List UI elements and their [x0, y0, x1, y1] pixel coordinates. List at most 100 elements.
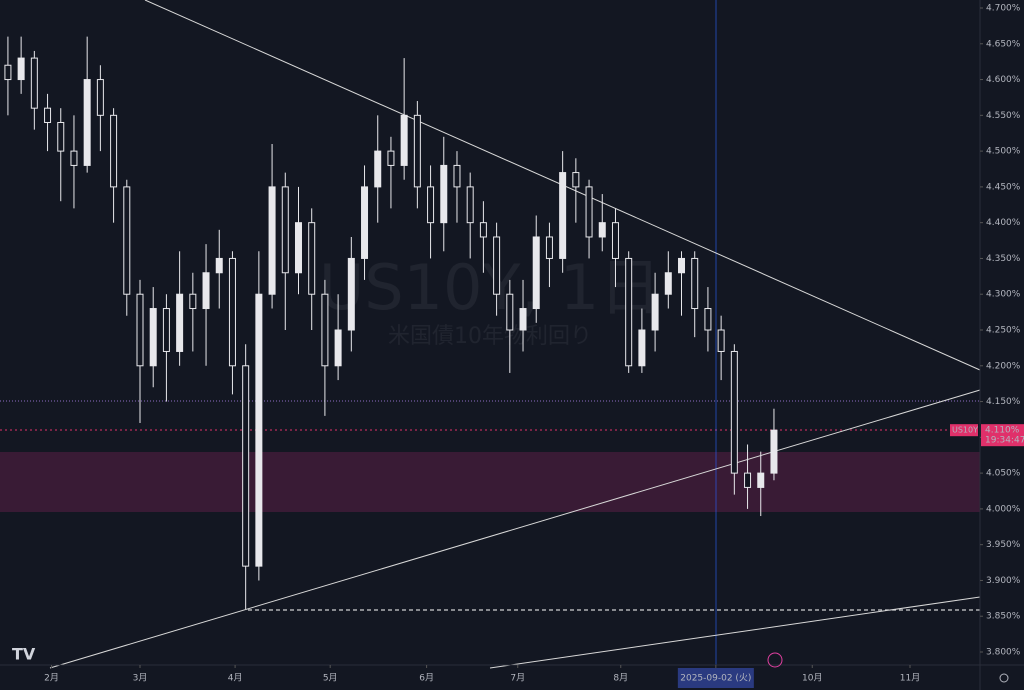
candle-body — [83, 79, 91, 166]
candle-body — [770, 429, 778, 474]
candle-body — [717, 329, 725, 352]
y-tick-label: 4.250% — [986, 326, 1021, 336]
candle-body — [387, 150, 395, 166]
candle-body — [321, 293, 329, 367]
candle-body — [651, 293, 659, 331]
candle-body — [545, 236, 553, 259]
candle-body — [228, 257, 236, 367]
candle-body — [598, 222, 606, 238]
watermark-sub: 米国債10年物利回り — [388, 324, 592, 349]
candle-body — [308, 222, 316, 295]
candle-body — [625, 257, 633, 367]
settings-icon[interactable] — [999, 673, 1009, 683]
zone — [0, 452, 980, 512]
y-tick-label: 3.900% — [986, 576, 1021, 586]
candle-body — [255, 293, 263, 567]
x-tick-label: 4月 — [228, 673, 243, 684]
countdown: 19:34:47 — [985, 436, 1024, 446]
candle-body — [691, 257, 699, 310]
candle-body — [744, 472, 752, 488]
candle-body — [242, 365, 250, 567]
candle-body — [440, 164, 448, 224]
y-tick-label: 3.800% — [986, 648, 1021, 658]
candle-body — [506, 293, 514, 331]
alert-icon[interactable] — [767, 652, 783, 668]
x-tick-label: 6月 — [419, 673, 434, 684]
price-label: 4.110% — [985, 426, 1020, 436]
y-tick-label: 4.450% — [986, 182, 1021, 192]
candle-body — [110, 114, 118, 188]
candle-body — [757, 472, 765, 488]
y-tick-label: 3.950% — [986, 540, 1021, 550]
x-tick-label: 3月 — [133, 673, 148, 684]
candle-body — [453, 164, 461, 188]
x-tick-label: 10月 — [802, 673, 822, 684]
y-tick-label: 4.350% — [986, 254, 1021, 264]
candle-body — [30, 57, 38, 109]
candle-body — [519, 308, 527, 331]
candle-body — [585, 186, 593, 238]
y-tick-label: 4.000% — [986, 504, 1021, 514]
candle-body — [162, 308, 170, 352]
candle-body — [678, 257, 686, 274]
trendline — [489, 596, 981, 669]
x-tick-label: 7月 — [510, 673, 525, 684]
candle-body — [730, 350, 738, 474]
candle-body — [361, 186, 369, 259]
candle-body — [347, 257, 355, 331]
y-tick-label: 3.850% — [986, 612, 1021, 622]
candle-body — [479, 222, 487, 238]
x-tick-label: 2月 — [44, 673, 59, 684]
candle-body — [281, 186, 289, 274]
y-tick-label: 4.400% — [986, 218, 1021, 228]
candle-body — [57, 121, 65, 152]
candle-body — [374, 150, 382, 188]
candle-body — [268, 186, 276, 295]
date-box — [677, 668, 754, 688]
y-tick-label: 4.650% — [986, 39, 1021, 49]
price-tag-symbol: US10Y — [952, 426, 978, 435]
candle-body — [176, 293, 184, 352]
y-tick-label: 4.700% — [986, 4, 1021, 14]
x-tick-label: 5月 — [323, 673, 338, 684]
candle-body — [611, 222, 619, 259]
candle-body — [17, 57, 25, 81]
y-tick-label: 4.500% — [986, 147, 1021, 157]
candle-body — [96, 79, 104, 116]
candle-body — [123, 186, 131, 295]
logo: TV — [12, 645, 36, 664]
candle-body — [400, 114, 408, 166]
x-tick-label: 11月 — [900, 673, 920, 684]
candle-body — [202, 272, 210, 310]
candle-body — [638, 329, 646, 367]
candle-body — [413, 114, 421, 188]
candle-body — [189, 293, 197, 310]
candle-body — [215, 257, 223, 274]
candle-body — [532, 236, 540, 310]
trendline — [49, 389, 981, 669]
y-tick-label: 4.200% — [986, 361, 1021, 371]
candle-body — [493, 236, 501, 295]
y-tick-label: 4.600% — [986, 75, 1021, 85]
candle-body — [334, 329, 342, 367]
candle-body — [70, 150, 78, 166]
y-tick-label: 4.300% — [986, 290, 1021, 300]
candle-body — [294, 222, 302, 274]
candle-body — [664, 272, 672, 295]
candle-body — [136, 293, 144, 367]
candle-body — [149, 308, 157, 367]
x-tick-label: 2025-09-02 (火) — [680, 673, 751, 684]
candle-body — [466, 186, 474, 224]
price-box — [981, 424, 1024, 447]
candle-body — [427, 186, 435, 224]
y-tick-label: 4.050% — [986, 469, 1021, 479]
candle-body — [704, 308, 712, 331]
y-tick-label: 4.550% — [986, 111, 1021, 121]
watermark: US10Y, 1日 — [319, 251, 661, 324]
price-tag — [950, 424, 978, 437]
candle-body — [4, 64, 12, 81]
x-tick-label: 8月 — [613, 673, 628, 684]
y-tick-label: 4.150% — [986, 397, 1021, 407]
